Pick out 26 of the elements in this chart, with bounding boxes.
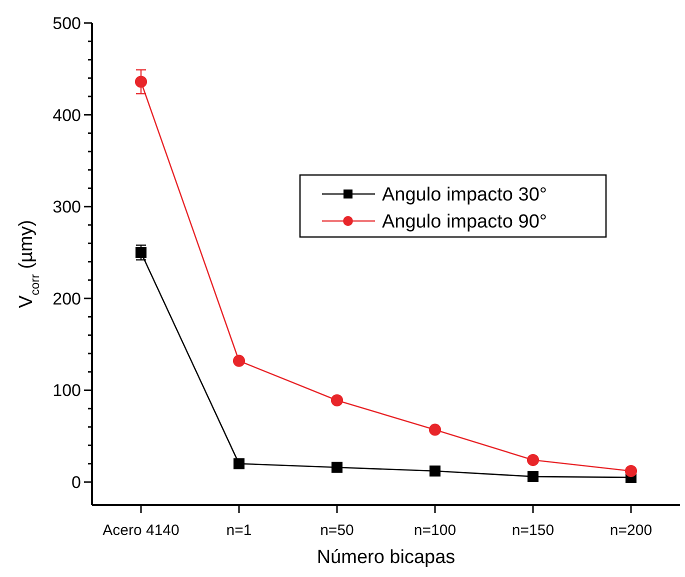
y-tick-label: 400: [52, 106, 81, 125]
y-tick-label: 500: [52, 14, 81, 33]
point: [430, 466, 440, 477]
y-tick-label: 0: [72, 473, 81, 492]
point: [528, 471, 538, 482]
y-tick-label: 300: [52, 198, 81, 217]
point: [234, 458, 244, 470]
point: [330, 394, 344, 406]
point: [624, 464, 638, 478]
point: [232, 354, 246, 367]
x-tick-label: n=150: [512, 522, 554, 539]
point: [136, 247, 146, 258]
x-tick-label: n=200: [610, 522, 652, 539]
x-axis-title: Número bicapas: [316, 547, 456, 568]
legend-label: Angulo impacto 90°: [382, 212, 547, 233]
x-tick-label: Acero 4140: [102, 522, 180, 539]
x-tick-label: n=50: [320, 522, 354, 539]
y-tick-label: 100: [52, 381, 81, 400]
point: [428, 424, 442, 436]
x-tick-label: n=1: [226, 522, 252, 539]
point: [134, 76, 148, 88]
x-tick-label: n=100: [414, 522, 456, 539]
legend-label: Angulo impacto 30°: [382, 184, 547, 206]
point: [332, 462, 342, 473]
point: [526, 454, 540, 466]
y-tick-label: 200: [52, 289, 81, 308]
